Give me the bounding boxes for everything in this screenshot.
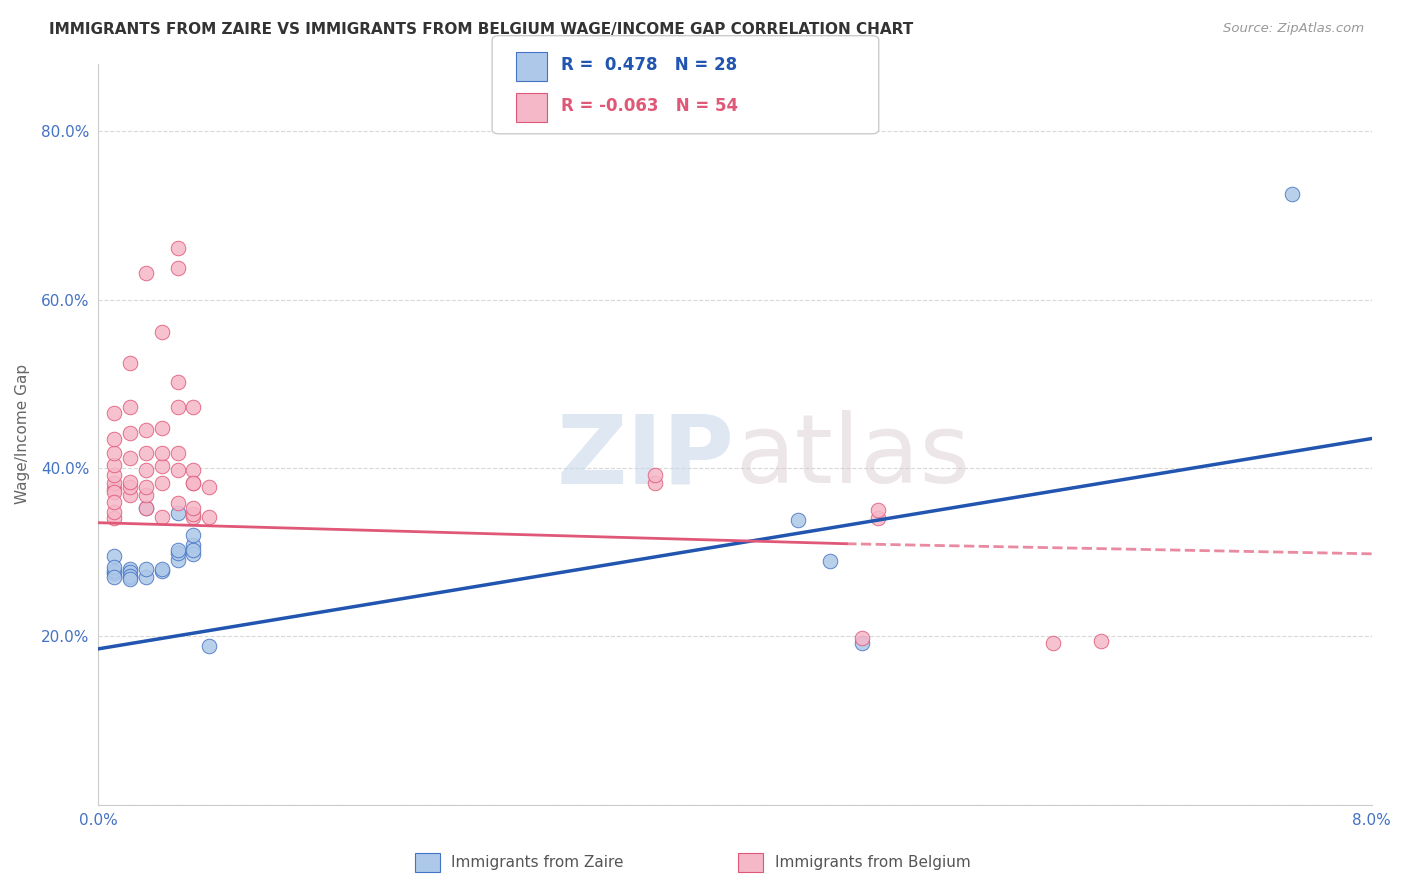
Text: R = -0.063   N = 54: R = -0.063 N = 54 (561, 97, 738, 115)
Point (118, 401, 141, 415)
Point (183, 463, 205, 477)
Point (103, 467, 125, 482)
Point (103, 494, 125, 508)
Y-axis label: Wage/Income Gap: Wage/Income Gap (15, 364, 30, 504)
Text: Immigrants from Belgium: Immigrants from Belgium (775, 855, 970, 870)
Point (183, 547, 205, 561)
Text: Immigrants from Zaire: Immigrants from Zaire (451, 855, 624, 870)
Point (1090, 633, 1112, 648)
Point (183, 528, 205, 542)
Text: atlas: atlas (735, 410, 970, 503)
Point (198, 479, 221, 493)
Point (135, 266, 157, 280)
Point (166, 260, 188, 275)
Point (166, 506, 188, 520)
Text: Source: ZipAtlas.com: Source: ZipAtlas.com (1223, 22, 1364, 36)
Point (150, 564, 173, 578)
Point (150, 325, 173, 339)
Text: R =  0.478   N = 28: R = 0.478 N = 28 (561, 56, 737, 74)
Point (135, 501, 157, 516)
Point (135, 570, 157, 584)
Point (183, 508, 205, 522)
Point (118, 566, 141, 580)
Point (150, 562, 173, 576)
Point (183, 509, 205, 524)
Point (103, 476, 125, 491)
Point (103, 511, 125, 525)
Point (198, 509, 221, 524)
Point (135, 446, 157, 460)
Point (166, 375, 188, 389)
Point (150, 420, 173, 434)
Point (166, 542, 188, 557)
Point (183, 501, 205, 516)
Point (150, 459, 173, 474)
Point (135, 501, 157, 516)
Point (166, 552, 188, 566)
Point (118, 568, 141, 582)
Point (166, 463, 188, 477)
Point (118, 488, 141, 502)
Point (135, 463, 157, 477)
Text: IMMIGRANTS FROM ZAIRE VS IMMIGRANTS FROM BELGIUM WAGE/INCOME GAP CORRELATION CHA: IMMIGRANTS FROM ZAIRE VS IMMIGRANTS FROM… (49, 22, 914, 37)
Point (118, 569, 141, 583)
Point (183, 476, 205, 491)
Point (166, 546, 188, 560)
Point (1281, 187, 1303, 202)
Point (135, 423, 157, 437)
Point (103, 505, 125, 519)
Point (103, 482, 125, 496)
Point (118, 425, 141, 440)
Point (183, 538, 205, 552)
Point (135, 479, 157, 493)
Point (1042, 636, 1064, 650)
Point (868, 503, 890, 517)
Point (103, 406, 125, 420)
Point (166, 401, 188, 415)
Point (118, 475, 141, 490)
Point (118, 450, 141, 465)
Point (183, 543, 205, 558)
Point (820, 554, 842, 568)
Point (150, 476, 173, 491)
Point (183, 476, 205, 491)
Point (198, 640, 221, 654)
Point (644, 467, 666, 482)
Point (183, 401, 205, 415)
Point (103, 484, 125, 499)
Point (103, 560, 125, 574)
Point (118, 562, 141, 576)
Point (644, 476, 666, 491)
Point (851, 631, 873, 645)
Point (150, 446, 173, 460)
Point (150, 509, 173, 524)
Text: ZIP: ZIP (557, 410, 735, 503)
Point (103, 446, 125, 460)
Point (103, 458, 125, 473)
Point (851, 636, 873, 650)
Point (787, 513, 810, 527)
Point (135, 562, 157, 576)
Point (103, 564, 125, 578)
Point (166, 446, 188, 460)
Point (135, 488, 157, 502)
Point (166, 240, 188, 254)
Point (118, 356, 141, 370)
Point (868, 511, 890, 525)
Point (103, 549, 125, 564)
Point (166, 496, 188, 510)
Point (118, 572, 141, 586)
Point (103, 566, 125, 581)
Point (103, 570, 125, 584)
Point (103, 432, 125, 446)
Point (118, 479, 141, 493)
